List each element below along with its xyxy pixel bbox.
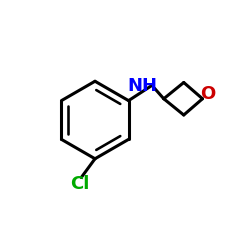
Text: NH: NH (128, 77, 158, 95)
Text: Cl: Cl (70, 175, 90, 193)
Text: O: O (200, 85, 215, 103)
